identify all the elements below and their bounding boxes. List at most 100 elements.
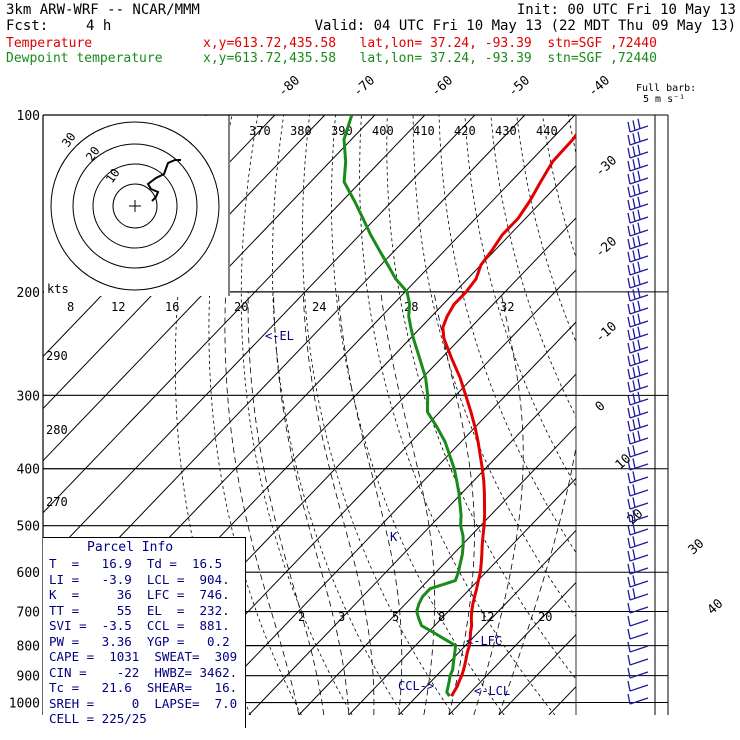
wind-barb — [627, 458, 649, 471]
pressure-tick-label: 500 — [17, 520, 40, 535]
hodograph-speed-label: 32 — [500, 300, 514, 314]
pressure-tick-label: 400 — [17, 463, 40, 478]
lcl-marker: <-LCL — [474, 684, 510, 698]
parcel-info-row: SREH = 0 LAPSE= 7.0 — [49, 695, 238, 711]
pressure-tick-label: 100 — [17, 109, 40, 124]
isotherm-label: 40 — [705, 596, 727, 618]
dry-adiabat — [724, 115, 740, 715]
theta-label: 440 — [536, 124, 558, 138]
wind-barb — [627, 562, 649, 575]
isotherm-label: -10 — [593, 319, 620, 346]
dry-adiabat — [594, 115, 740, 715]
wind-barb — [627, 261, 649, 276]
dry-adiabat — [412, 115, 576, 618]
ccl-marker: CCL-> — [398, 679, 434, 693]
wind-barb — [627, 497, 649, 510]
mixing-ratio-label: 5 — [392, 610, 399, 624]
wind-barb — [627, 430, 649, 445]
isotherm-label: -50 — [506, 73, 533, 100]
isotherm-line — [398, 529, 576, 715]
theta-side-label: 270 — [46, 495, 68, 509]
wind-barb — [627, 144, 649, 159]
isotherm-label: -80 — [276, 73, 303, 100]
wind-barb — [627, 602, 649, 614]
mixing-ratio-label: 12 — [480, 610, 494, 624]
wind-barb — [627, 417, 649, 432]
theta-label: 370 — [249, 124, 271, 138]
wind-barb — [627, 157, 649, 172]
isotherm-label: -70 — [351, 73, 378, 100]
dry-adiabat — [438, 115, 576, 554]
moist-adiabat — [302, 291, 375, 715]
wind-barb — [627, 313, 649, 328]
dewpoint-profile — [342, 115, 465, 697]
wind-barb — [627, 339, 649, 354]
wind-barb — [627, 693, 649, 705]
dry-adiabat — [359, 115, 556, 715]
wind-barb — [627, 378, 649, 393]
hodograph-speed-label: 20 — [234, 300, 248, 314]
wind-barb — [627, 549, 649, 562]
wind-barb — [627, 235, 649, 250]
wind-barb — [627, 523, 649, 536]
wind-barb — [627, 118, 649, 133]
wind-barb — [627, 326, 649, 341]
isotherm-line — [448, 581, 576, 715]
pressure-tick-label: 1000 — [9, 697, 40, 712]
parcel-info-row: CIN = -22 HWBZ= 3462. — [49, 664, 238, 680]
dry-adiabat — [490, 115, 576, 418]
theta-label: 430 — [495, 124, 517, 138]
dry-adiabat — [568, 115, 576, 156]
isotherm-label: -30 — [593, 153, 620, 180]
isotherm-line — [43, 115, 426, 514]
parcel-info-row: CELL = 225/25 — [49, 711, 147, 726]
moist-adiabat — [498, 444, 576, 715]
theta-side-label: 280 — [46, 423, 68, 437]
parcel-info-row: TT = 55 EL = 232. — [49, 602, 230, 618]
wind-barb — [627, 667, 649, 679]
wind-barb — [627, 352, 649, 367]
isotherm-line — [43, 115, 376, 462]
parcel-info-row: K = 36 LFC = 746. — [49, 587, 230, 602]
wind-barb — [627, 248, 649, 263]
extended-grid — [576, 114, 669, 715]
dry-adiabat — [208, 115, 302, 715]
k-marker: K — [390, 530, 398, 544]
wind-barb — [627, 209, 649, 224]
parcel-info-row: PW = 3.36 YGP = 0.2 — [49, 633, 230, 649]
moist-adiabat — [473, 291, 524, 715]
hodograph-speed-label: 16 — [165, 300, 179, 314]
mixing-ratio-label: 20 — [538, 610, 552, 624]
isotherm-label: -60 — [429, 73, 456, 100]
wind-barb — [627, 287, 649, 302]
hodograph-ring — [92, 163, 178, 249]
temperature-info: x,y=613.72,435.58 lat,lon= 37.24, -93.39… — [203, 36, 657, 51]
dry-adiabat — [542, 115, 576, 259]
dewpoint-info: x,y=613.72,435.58 lat,lon= 37.24, -93.39… — [203, 51, 657, 66]
wind-barb — [627, 300, 649, 315]
wind-barb — [627, 170, 649, 185]
parcel-info-row: LI = -3.9 LCL = 904. — [49, 571, 230, 587]
theta-label: 410 — [413, 124, 435, 138]
full-barb-label: Full barb: — [636, 83, 697, 94]
pressure-tick-label: 700 — [17, 606, 40, 621]
temperature-profile — [441, 132, 576, 697]
wind-barb — [627, 510, 649, 523]
init-time: Init: 00 UTC Fri 10 May 13 — [516, 2, 736, 18]
wind-barbs — [627, 118, 649, 705]
isotherm-line — [348, 477, 576, 715]
hodograph-ring — [50, 121, 220, 291]
hodograph-speed-label: 8 — [67, 300, 74, 314]
isotherm-line — [298, 425, 576, 715]
mixing-ratio-label: 2 — [298, 610, 305, 624]
hodograph-units: kts — [47, 282, 69, 296]
pressure-tick-label: 300 — [17, 389, 40, 404]
wind-barb — [627, 183, 649, 198]
isotherm-label: 0 — [593, 399, 609, 415]
parcel-info-row: SVI = -3.5 CCL = 881. — [49, 618, 230, 633]
moist-adiabat — [273, 291, 350, 715]
moist-adiabat — [337, 291, 403, 715]
pressure-tick-label: 800 — [17, 640, 40, 655]
mixing-ratio-label: 3 — [338, 610, 345, 624]
isotherm-line — [43, 115, 476, 566]
